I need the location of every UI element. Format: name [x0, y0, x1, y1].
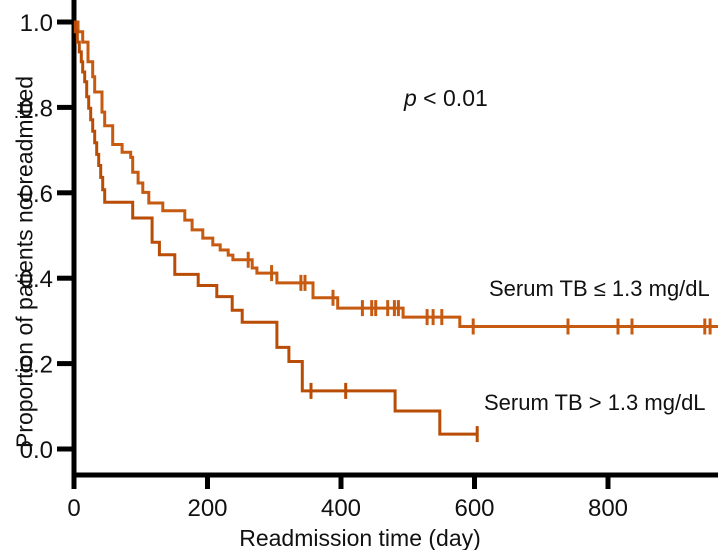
y-tick-label: 0.4 [20, 266, 53, 293]
km-curve-0 [74, 20, 718, 328]
x-tick-label: 400 [321, 495, 361, 522]
y-tick-label: 0.2 [20, 352, 53, 379]
x-tick-label: 600 [454, 495, 494, 522]
x-tick-label: 200 [187, 495, 227, 522]
x-axis-title: Readmission time (day) [239, 525, 481, 550]
x-tick-label: 800 [588, 495, 628, 522]
y-axis-title: Proportion of patients not readmitted [11, 75, 38, 449]
y-tick-label: 0.8 [20, 95, 53, 122]
y-tick-label: 0.0 [20, 437, 53, 464]
y-tick-label: 0.6 [20, 181, 53, 208]
km-curve-1 [73, 20, 478, 436]
p-value-text: < 0.01 [416, 85, 488, 111]
x-tick-label: 0 [67, 495, 80, 522]
y-tick-label: 1.0 [20, 10, 53, 37]
series-label-tb-low: Serum TB ≤ 1.3 mg/dL [489, 276, 710, 301]
p-value-annotation: p < 0.01 [404, 85, 488, 112]
series-label-tb-high: Serum TB > 1.3 mg/dL [484, 390, 706, 415]
axes: 0.0 0.2 0.4 0.6 0.8 1.0 0 200 400 600 800 [20, 0, 718, 522]
p-value-symbol: p [404, 85, 417, 111]
